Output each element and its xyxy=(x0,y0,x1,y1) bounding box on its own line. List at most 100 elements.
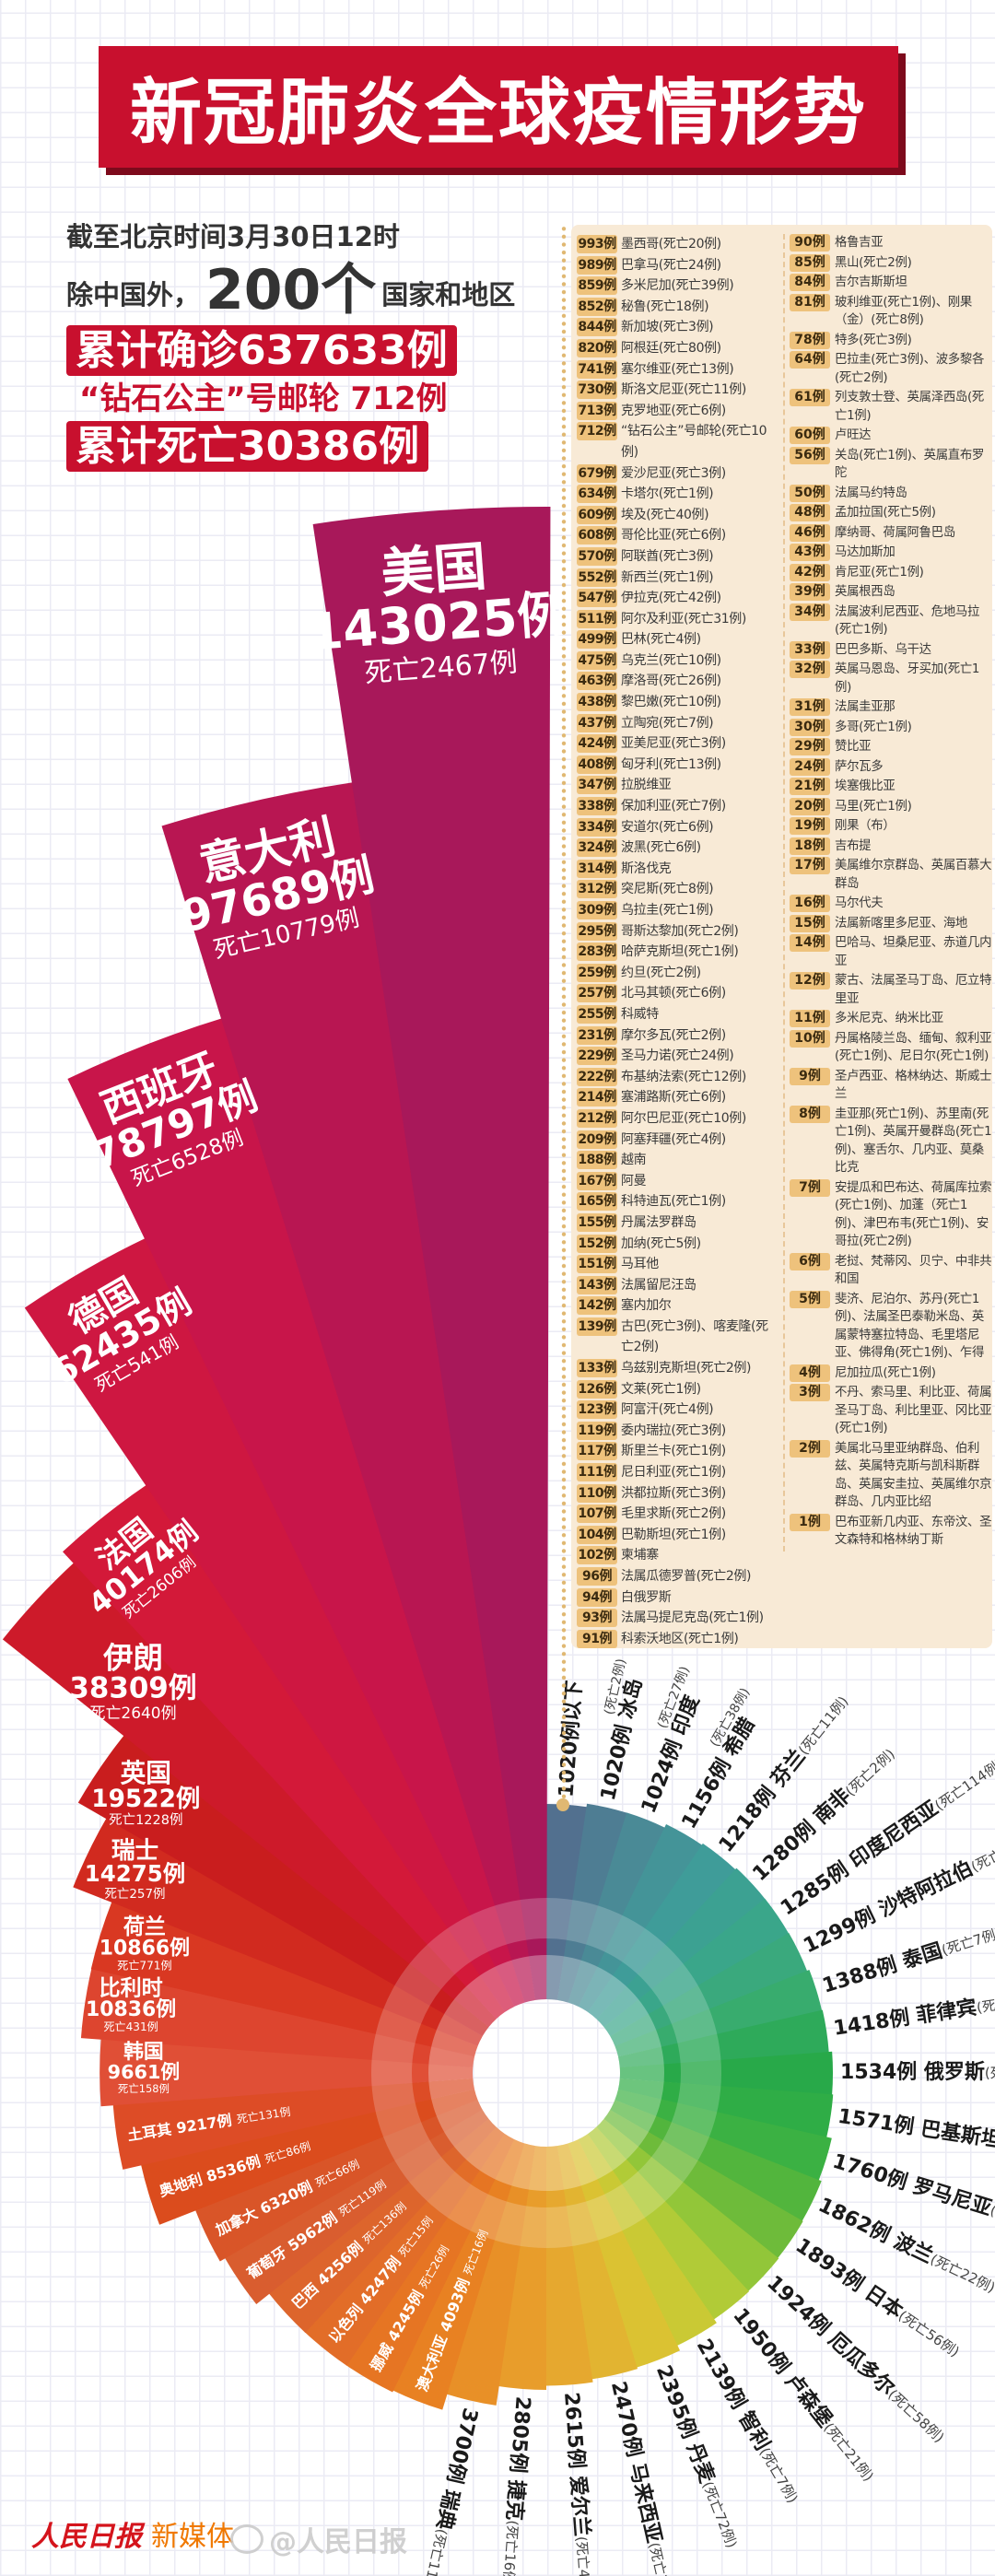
case-count-tag: 499例 xyxy=(577,630,617,650)
connector-dot xyxy=(556,1798,569,1811)
country-name: 捷克 xyxy=(502,2479,529,2522)
country-names: 玻利维亚(死亡1例)、刚果（金）(死亡8例) xyxy=(835,295,972,328)
country-names: 委内瑞拉(死亡3例) xyxy=(621,1423,726,1438)
country-names: 马达加斯加 xyxy=(835,545,896,559)
watermark: @人民日报 xyxy=(230,2519,407,2559)
country-names: 约旦(死亡2例) xyxy=(621,965,701,980)
inner-translucent-ring xyxy=(428,1955,664,2191)
list-item: 989例 巴拿马(死亡24例) xyxy=(577,255,778,276)
country-names: 越南 xyxy=(621,1153,647,1168)
list-item: 608例 哥伦比亚(死亡6例) xyxy=(577,525,778,546)
list-item: 111例 尼日利亚(死亡1例) xyxy=(577,1462,778,1483)
country-name: 美国 xyxy=(379,536,488,604)
deaths-value: (死亡58例) xyxy=(885,2386,948,2446)
country-names: 孟加拉国(死亡5例) xyxy=(835,506,936,520)
list-item: 64例 巴拉圭(死亡3例)、波多黎各(死亡2例) xyxy=(790,351,994,387)
case-count-tag: 56例 xyxy=(790,446,830,464)
wedge-35 xyxy=(77,1734,489,2036)
list-item: 820例 阿根廷(死亡80例) xyxy=(577,338,778,359)
case-count-tag: 46例 xyxy=(790,523,830,542)
list-item: 8例 圭亚那(死亡1例)、苏里南(死亡1例)、英属开曼群岛(死亡1例)、塞舌尔、几… xyxy=(790,1105,994,1177)
wedge-1 xyxy=(556,1803,627,2003)
list-item: 570例 阿联酋(死亡3例) xyxy=(577,546,778,568)
list-item: 15例 法属新喀里多尼亚、海地 xyxy=(790,914,994,933)
country-names: 法属留尼汪岛 xyxy=(621,1277,696,1293)
list-item: 34例 法属波利尼西亚、危地马拉(死亡1例) xyxy=(790,603,994,639)
case-count-tag: 989例 xyxy=(577,255,617,275)
as-of-time: 截至北京时间3月30日12时 xyxy=(66,221,400,252)
deaths-value: (死亡22例) xyxy=(928,2251,995,2296)
country-names: 科特迪瓦(死亡1例) xyxy=(621,1194,726,1210)
country-names: 埃塞俄比亚 xyxy=(835,779,896,793)
country-names: 特多(死亡3例) xyxy=(835,333,912,347)
country-names: 黎巴嫩(死亡10例) xyxy=(621,695,721,710)
case-count-tag: 10例 xyxy=(790,1029,830,1048)
list-item: 312例 突尼斯(死亡8例) xyxy=(577,879,778,900)
country-names: 哥伦比亚(死亡6例) xyxy=(621,528,726,544)
svg-text:1534例 俄罗斯(死亡8例): 1534例 俄罗斯(死亡8例) xyxy=(840,2060,995,2084)
case-count-tag: 5例 xyxy=(790,1290,830,1308)
country-names: 秘鲁(死亡18例) xyxy=(621,299,709,314)
country-names: 萨尔瓦多 xyxy=(835,759,884,774)
country-name: 荷兰 xyxy=(123,1914,166,1939)
svg-text:1020例以下: 1020例以下 xyxy=(555,1680,586,1798)
list-item: 347例 拉脱维亚 xyxy=(577,775,778,796)
case-count-tag: 8例 xyxy=(790,1105,830,1123)
svg-text:1571例 巴基斯坦(死亡14例): 1571例 巴基斯坦(死亡14例) xyxy=(837,2104,995,2163)
country-name: 韩国 xyxy=(123,2040,164,2064)
case-count-tag: 741例 xyxy=(577,359,617,379)
case-count-tag: 713例 xyxy=(577,401,617,420)
wedge-37 xyxy=(63,1484,506,2020)
country-names: 圣卢西亚、格林纳达、斯威士兰 xyxy=(835,1069,992,1102)
cruise-ship-cases: “钻石公主”号邮轮 712例 xyxy=(79,381,448,417)
case-count-tag: 96例 xyxy=(577,1567,617,1586)
case-count-tag: 679例 xyxy=(577,463,617,483)
deaths-value: (死亡2例) xyxy=(842,1745,898,1798)
wedge-label: 1950例 卢森堡(死亡21例) xyxy=(728,2304,877,2484)
wedge-4 xyxy=(588,1843,736,2020)
cases-value: 1418例 xyxy=(832,2006,919,2041)
list-item: 511例 阿尔及利亚(死亡31例) xyxy=(577,609,778,630)
case-count-tag: 1例 xyxy=(790,1513,830,1531)
case-count-tag: 60例 xyxy=(790,427,830,444)
case-count-tag: 20例 xyxy=(790,797,830,815)
list-item: 424例 亚美尼亚(死亡3例) xyxy=(577,733,778,755)
case-count-tag: 43例 xyxy=(790,544,830,561)
case-count-tag: 29例 xyxy=(790,738,830,755)
country-names: 格鲁吉亚 xyxy=(835,236,884,250)
country-names: 多米尼加(死亡39例) xyxy=(621,278,734,294)
wedge-24 xyxy=(345,2133,515,2393)
wedge-16 xyxy=(587,2126,750,2320)
case-count-tag: 11例 xyxy=(790,1010,830,1027)
case-count-tag: 334例 xyxy=(577,817,617,837)
case-count-tag: 229例 xyxy=(577,1047,617,1066)
list-item: 859例 多米尼加(死亡39例) xyxy=(577,275,778,297)
list-item: 408例 匈牙利(死亡13例) xyxy=(577,755,778,776)
list-item: 1例 巴布亚新几内亚、东帝汶、圣文森特和格林纳丁斯 xyxy=(790,1513,994,1550)
case-count-tag: 188例 xyxy=(577,1151,617,1170)
cases-value: 1534例 xyxy=(840,2061,924,2084)
list-item: 295例 哥斯达黎加(死亡2例) xyxy=(577,921,778,943)
case-count-tag: 61例 xyxy=(790,389,830,406)
country-names: 巴拿马(死亡24例) xyxy=(621,257,721,273)
case-count-tag: 859例 xyxy=(577,276,617,296)
list-item: 222例 布基纳法索(死亡12例) xyxy=(577,1067,778,1088)
country-names: 塞浦路斯(死亡6例) xyxy=(621,1090,726,1106)
page-title: 新冠肺炎全球疫情形势 xyxy=(129,72,867,155)
countries-count: 200个 xyxy=(205,258,377,322)
country-names: 英属马恩岛、牙买加(死亡1例) xyxy=(835,662,980,695)
list-item: 165例 科特迪瓦(死亡1例) xyxy=(577,1191,778,1212)
case-count-tag: 123例 xyxy=(577,1400,617,1420)
country-names: 阿塞拜疆(死亡4例) xyxy=(621,1131,726,1147)
case-count-tag: 214例 xyxy=(577,1088,617,1107)
country-names: 毛里求斯(死亡2例) xyxy=(621,1506,726,1522)
wedge-10 xyxy=(619,2051,834,2096)
wedge-label: 3700例 瑞典(死亡110例) xyxy=(417,2406,482,2576)
country-names: 吉尔吉斯斯坦 xyxy=(835,275,907,289)
deaths-value: 死亡257例 xyxy=(104,1887,165,1902)
brand-logo: 人民日报 新媒体 xyxy=(31,2513,234,2554)
country-names: 科索沃地区(死亡1例) xyxy=(621,1631,739,1646)
